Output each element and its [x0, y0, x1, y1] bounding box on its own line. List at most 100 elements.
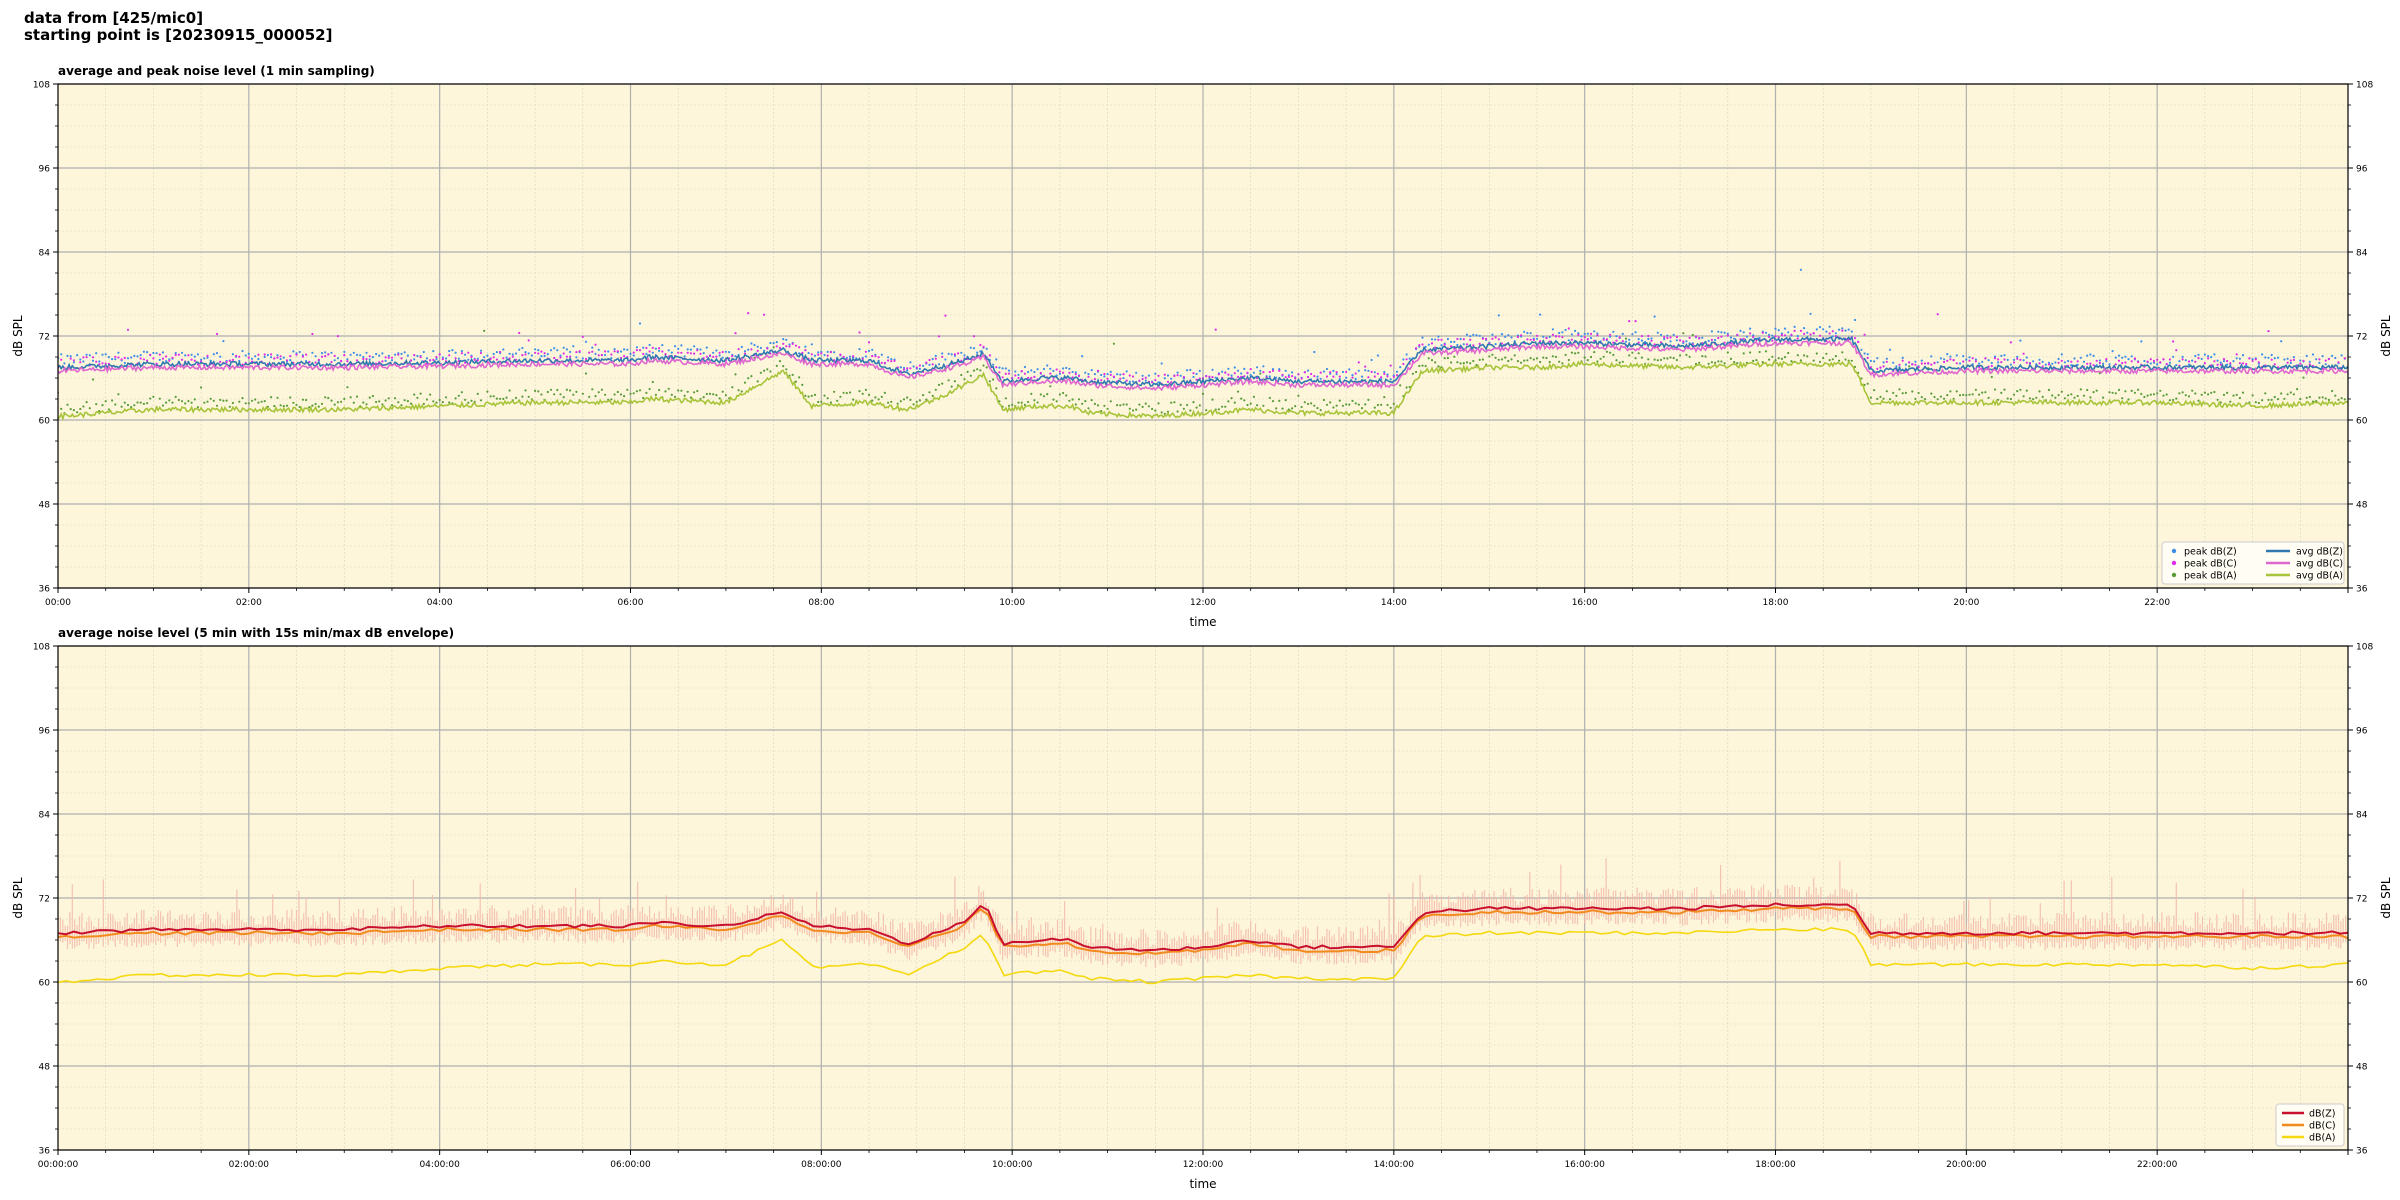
peak-point: [476, 392, 479, 395]
peak-point: [231, 358, 234, 361]
peak-point: [502, 357, 505, 360]
peak-point: [2267, 356, 2270, 359]
peak-point: [1453, 347, 1456, 350]
peak-point: [604, 353, 607, 357]
peak-point: [2159, 389, 2162, 392]
peak-point: [1561, 362, 1564, 365]
peak-point: [1093, 378, 1096, 381]
peak-point: [759, 371, 763, 374]
peak-point: [2111, 350, 2114, 353]
peak-point: [333, 359, 336, 362]
peak-point: [193, 398, 196, 401]
peak-point: [775, 341, 778, 344]
peak-point: [1287, 374, 1290, 377]
peak-point: [1764, 331, 1768, 334]
peak-point: [1068, 399, 1071, 402]
peak-point: [1596, 360, 1599, 363]
peak-point: [915, 366, 918, 369]
peak-point: [887, 356, 890, 359]
peak-point: [2079, 388, 2082, 391]
peak-point: [721, 356, 724, 359]
peak-point: [1039, 393, 1042, 396]
peak-point: [1243, 367, 1246, 370]
peak-point: [2095, 389, 2098, 392]
peak-point: [1577, 351, 1580, 354]
peak-point: [2076, 394, 2079, 398]
peak-point: [1491, 353, 1494, 356]
peak-point: [915, 400, 918, 403]
peak-point: [976, 351, 979, 354]
peak-point: [257, 401, 260, 404]
peak-point: [1446, 337, 1449, 341]
peak-point: [146, 359, 149, 362]
peak-point: [1828, 332, 1831, 335]
peak-point: [1586, 338, 1589, 341]
peak-point: [1348, 368, 1351, 371]
peak-point: [2133, 357, 2136, 360]
peak-point: [266, 405, 269, 408]
peak-point: [2003, 388, 2006, 391]
x-tick-label: 06:00: [618, 598, 644, 608]
peak-point: [1389, 406, 1392, 409]
peak-point: [1383, 370, 1386, 374]
peak-point: [1583, 332, 1586, 336]
peak-point: [1173, 401, 1176, 404]
peak-point: [384, 356, 387, 359]
peak-point: [2051, 362, 2054, 365]
peak-point: [2308, 360, 2311, 363]
peak-point: [79, 358, 82, 361]
peak-point: [1612, 341, 1615, 344]
peak-point: [1112, 342, 1115, 345]
peak-point: [1386, 373, 1389, 376]
peak-point: [1443, 357, 1446, 360]
peak-point: [225, 360, 228, 363]
peak-point: [1319, 371, 1322, 374]
peak-point: [146, 351, 149, 354]
legend-box: [2161, 541, 2345, 585]
peak-point: [953, 380, 957, 383]
peak-point: [2121, 397, 2124, 400]
peak-point: [1564, 353, 1567, 356]
peak-point: [2334, 356, 2337, 360]
peak-point: [69, 408, 72, 411]
y-tick-label: 96: [39, 727, 51, 737]
peak-point: [464, 361, 467, 364]
legend-label: peak dB(C): [2184, 559, 2237, 570]
peak-point: [1399, 384, 1402, 387]
peak-point: [1882, 365, 1885, 368]
peak-point: [1211, 376, 1214, 379]
peak-point: [756, 349, 759, 352]
peak-point: [2261, 353, 2264, 356]
peak-point: [1869, 366, 1872, 369]
peak-point: [241, 349, 244, 353]
peak-point: [1857, 340, 1860, 344]
peak-point: [712, 355, 715, 358]
peak-point: [1125, 403, 1128, 406]
x-tick-label: 04:00: [427, 598, 453, 608]
peak-point: [1065, 366, 1068, 369]
peak-point: [2226, 391, 2229, 394]
peak-point: [1100, 373, 1103, 377]
peak-point: [1154, 409, 1157, 412]
peak-point: [285, 359, 289, 362]
peak-point: [2060, 359, 2063, 362]
peak-point: [514, 396, 518, 399]
peak-point: [597, 348, 600, 351]
peak-point: [2086, 354, 2089, 357]
peak-point: [890, 358, 893, 361]
peak-point: [686, 351, 689, 354]
peak-point: [1987, 396, 1990, 399]
peak-point: [1341, 370, 1344, 374]
peak-point: [2197, 353, 2200, 356]
peak-point: [2222, 393, 2226, 396]
peak-point: [136, 355, 139, 358]
peak-point: [1567, 339, 1570, 342]
peak-point: [1761, 361, 1764, 364]
peak-point: [1593, 351, 1596, 354]
peak-point: [72, 361, 75, 364]
peak-point: [1787, 331, 1790, 334]
peak-point: [1593, 330, 1596, 333]
peak-point: [66, 403, 69, 406]
peak-point: [1710, 330, 1713, 333]
peak-point: [219, 360, 222, 363]
